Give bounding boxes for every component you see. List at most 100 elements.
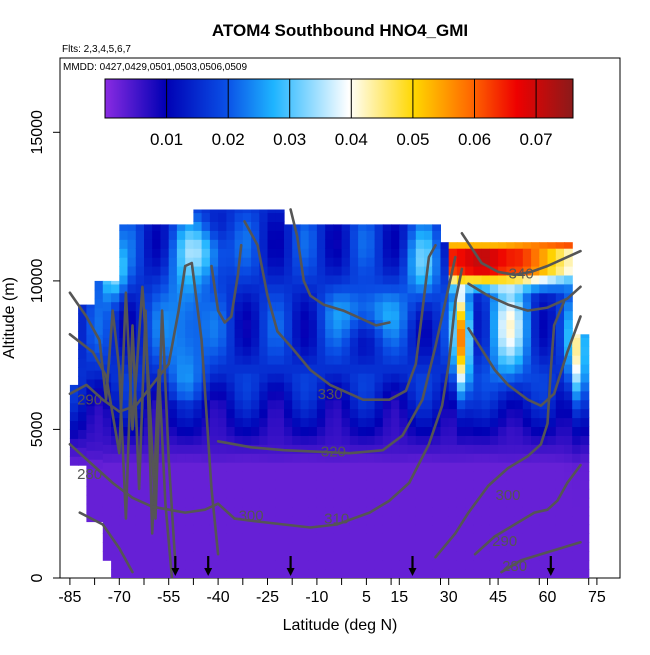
heatmap-cell bbox=[391, 328, 400, 338]
heatmap-cell bbox=[399, 355, 409, 365]
heatmap-cell bbox=[201, 426, 211, 436]
heatmap-cell bbox=[316, 257, 326, 267]
heatmap-cell bbox=[349, 435, 359, 445]
heatmap-cell bbox=[325, 266, 334, 276]
heatmap-cell bbox=[481, 471, 491, 481]
heatmap-cell bbox=[185, 310, 194, 321]
heatmap-cell bbox=[399, 560, 409, 570]
heatmap-cell bbox=[539, 444, 549, 454]
heatmap-cell bbox=[415, 230, 425, 240]
heatmap-cell bbox=[119, 399, 129, 410]
heatmap-cell bbox=[489, 408, 499, 419]
colorbar-tick-label: 0.02 bbox=[212, 130, 245, 149]
heatmap-cell bbox=[119, 497, 129, 508]
heatmap-cell bbox=[333, 257, 343, 267]
heatmap-cell bbox=[489, 426, 499, 436]
heatmap-cell bbox=[506, 355, 516, 365]
heatmap-cell bbox=[547, 373, 557, 383]
heatmap-cell bbox=[555, 248, 565, 258]
heatmap-cell bbox=[201, 212, 211, 222]
heatmap-cell bbox=[242, 462, 252, 472]
heatmap-cell bbox=[267, 515, 277, 526]
heatmap-cell bbox=[209, 212, 219, 222]
heatmap-cell bbox=[391, 364, 400, 374]
heatmap-cell bbox=[111, 444, 120, 454]
heatmap-cell bbox=[226, 515, 236, 526]
heatmap-cell bbox=[473, 310, 483, 321]
isentrope-contour bbox=[467, 282, 582, 312]
heatmap-cell bbox=[399, 310, 409, 321]
heatmap-cell bbox=[382, 435, 392, 445]
heatmap-cell bbox=[432, 569, 441, 578]
heatmap-cell bbox=[234, 221, 244, 231]
heatmap-cell bbox=[374, 569, 384, 578]
heatmap-cell bbox=[555, 381, 565, 392]
heatmap-cell bbox=[86, 414, 96, 425]
heatmap-cell bbox=[78, 438, 87, 448]
heatmap-cell bbox=[94, 450, 104, 460]
heatmap-cell bbox=[448, 417, 458, 427]
heatmap-cell bbox=[168, 319, 178, 329]
heatmap-cell bbox=[374, 488, 384, 499]
heatmap-cell bbox=[572, 334, 581, 338]
heatmap-cell bbox=[456, 373, 466, 383]
heatmap-cell bbox=[531, 257, 540, 267]
heatmap-cell bbox=[374, 364, 384, 374]
heatmap-cell bbox=[209, 319, 219, 329]
isentrope-label: 300 bbox=[239, 508, 264, 525]
heatmap-cell bbox=[349, 399, 359, 410]
heatmap-cell bbox=[489, 319, 499, 329]
heatmap-cell bbox=[193, 515, 203, 526]
heatmap-cell bbox=[514, 319, 524, 329]
heatmap-cell bbox=[201, 551, 211, 561]
heatmap-cell bbox=[316, 551, 326, 561]
heatmap-cell bbox=[333, 319, 343, 329]
heatmap-cell bbox=[432, 301, 441, 312]
heatmap-cell bbox=[531, 471, 540, 481]
heatmap-cell bbox=[292, 224, 301, 231]
isentrope-contour bbox=[243, 220, 437, 402]
heatmap-cell bbox=[399, 292, 409, 303]
heatmap-cell bbox=[176, 399, 186, 410]
heatmap-cell bbox=[284, 399, 293, 410]
heatmap-cell bbox=[481, 310, 491, 321]
heatmap-cell bbox=[341, 248, 351, 258]
heatmap-cell bbox=[325, 471, 334, 481]
heatmap-cell bbox=[193, 274, 203, 285]
heatmap-cell bbox=[349, 453, 359, 463]
heatmap-cell bbox=[547, 524, 557, 534]
heatmap-cell bbox=[456, 301, 466, 312]
heatmap-cell bbox=[259, 417, 269, 427]
heatmap-cell bbox=[160, 274, 170, 285]
heatmap-cell bbox=[547, 248, 557, 258]
heatmap-cell bbox=[539, 328, 549, 338]
heatmap-cell bbox=[366, 417, 376, 427]
heatmap-cell bbox=[580, 515, 590, 526]
heatmap-cell bbox=[325, 462, 334, 472]
profile-marker-arrowhead bbox=[546, 568, 555, 576]
heatmap-cell bbox=[127, 230, 137, 240]
heatmap-cell bbox=[292, 355, 301, 365]
heatmap-cell bbox=[522, 569, 532, 578]
heatmap-cell bbox=[555, 479, 565, 490]
heatmap-cell bbox=[284, 239, 293, 249]
heatmap-cell bbox=[432, 373, 441, 383]
isentrope-contour bbox=[467, 315, 582, 408]
heatmap-cell bbox=[531, 310, 540, 321]
heatmap-cell bbox=[440, 292, 450, 303]
heatmap-cell bbox=[374, 239, 384, 249]
heatmap-cell bbox=[242, 524, 252, 534]
heatmap-cell bbox=[547, 426, 557, 436]
heatmap-cell bbox=[242, 319, 252, 329]
y-axis-label: Altitude (m) bbox=[1, 277, 18, 359]
heatmap-cell bbox=[111, 292, 120, 303]
heatmap-cell bbox=[424, 224, 433, 231]
heatmap-cell bbox=[284, 462, 293, 472]
heatmap-cell bbox=[242, 506, 252, 517]
heatmap-cell bbox=[144, 319, 153, 329]
heatmap-cell bbox=[456, 569, 466, 578]
heatmap-cell bbox=[448, 444, 458, 454]
heatmap-cell bbox=[201, 355, 211, 365]
heatmap-cell bbox=[473, 462, 483, 472]
heatmap-cell bbox=[456, 381, 466, 392]
